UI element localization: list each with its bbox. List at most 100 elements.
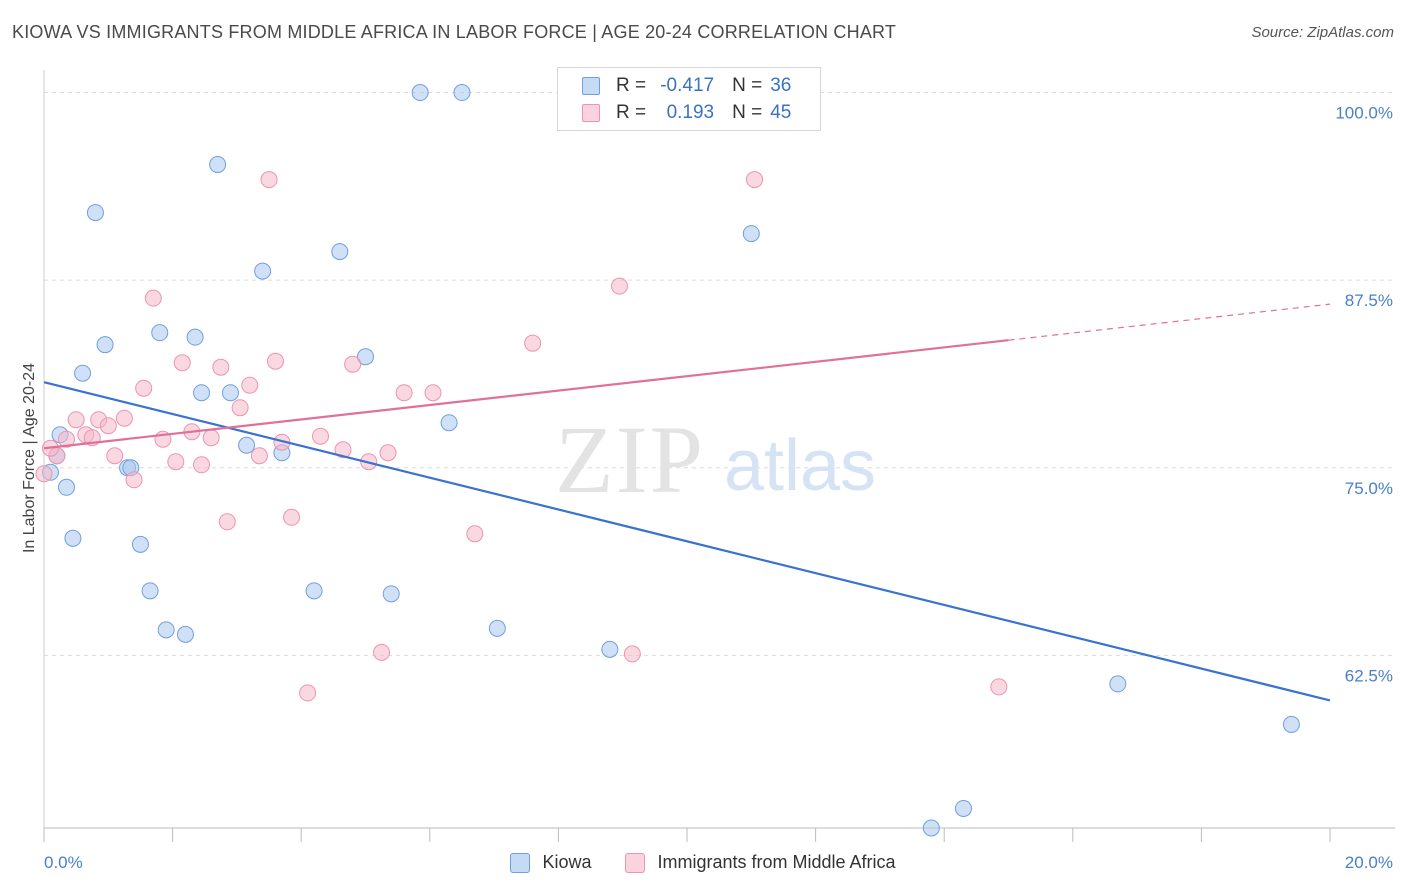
middle-africa-point (173, 354, 191, 372)
legend-row-kiowa: R = -0.417 N = 36 (582, 73, 791, 99)
series-label-middle-africa: Immigrants from Middle Africa (657, 852, 896, 872)
kiowa-point (954, 799, 972, 817)
axes: 62.5% 75.0% 87.5% 100.0% 0.0% 20.0% (43, 70, 1395, 872)
middle-africa-point (746, 171, 764, 189)
kiowa-trend-line (43, 381, 1331, 702)
kiowa-point (193, 384, 211, 402)
kiowa-point (151, 324, 169, 342)
kiowa-point (453, 84, 471, 102)
middle-africa-point (202, 429, 220, 447)
series-legend: Kiowa Immigrants from Middle Africa (0, 852, 1406, 873)
middle-africa-point (990, 678, 1008, 696)
kiowa-point (58, 478, 76, 496)
kiowa-point (411, 84, 429, 102)
legend-n-value: 36 (770, 75, 792, 96)
middle-africa-point (218, 513, 236, 531)
middle-africa-point (466, 525, 484, 543)
chart-title: KIOWA VS IMMIGRANTS FROM MIDDLE AFRICA I… (12, 22, 897, 42)
legend-r-value: -0.417 (660, 75, 715, 96)
kiowa-point (1282, 715, 1300, 733)
y-tick-label: 87.5% (1345, 291, 1393, 310)
middle-africa-point (424, 384, 442, 402)
legend-swatch-middle-africa (582, 104, 600, 122)
watermark: ZIP atlas (555, 406, 876, 513)
legend-r-value: 0.193 (666, 102, 715, 123)
y-axis-label: In Labor Force | Age 20-24 (21, 363, 38, 553)
kiowa-point (64, 529, 82, 547)
kiowa-point (742, 225, 760, 243)
kiowa-point (131, 535, 149, 553)
kiowa-point (186, 328, 204, 346)
series-swatch-kiowa (510, 852, 531, 873)
kiowa-point (1109, 675, 1127, 693)
middle-africa-point (524, 334, 542, 352)
middle-africa-point (144, 289, 162, 307)
middle-africa-point (193, 456, 211, 474)
legend-row-middle-africa: R = 0.193 N = 45 (582, 100, 791, 126)
middle-africa-point (231, 399, 249, 417)
middle-africa-point (311, 427, 329, 445)
middle-africa-point (395, 384, 413, 402)
kiowa-point (922, 819, 940, 837)
kiowa-point (488, 619, 506, 637)
kiowa-point (254, 262, 272, 280)
middle-africa-point (334, 441, 352, 459)
middle-africa-point (67, 411, 85, 429)
middle-africa-point (250, 447, 268, 465)
kiowa-point (305, 582, 323, 600)
middle-africa-point (212, 358, 230, 376)
legend-r-label: R = (616, 102, 647, 123)
legend-r-label: R = (616, 75, 647, 96)
middle-africa-point (344, 355, 362, 373)
middle-africa-point (167, 453, 185, 471)
kiowa-point (221, 384, 239, 402)
y-tick-label: 75.0% (1345, 479, 1393, 498)
middle-africa-trend-line (43, 339, 1009, 450)
series-legend-middle-africa: Immigrants from Middle Africa (625, 852, 896, 873)
middle-africa-point (115, 409, 133, 427)
watermark-atlas: atlas (724, 426, 876, 506)
middle-africa-point (623, 645, 641, 663)
source-label: Source: ZipAtlas.com (1251, 24, 1394, 41)
middle-africa-point (125, 471, 143, 489)
middle-africa-point (610, 277, 628, 295)
middle-africa-point (106, 447, 124, 465)
middle-africa-point (373, 643, 391, 661)
legend-n-label: N = (732, 75, 763, 96)
kiowa-point (238, 436, 256, 454)
kiowa-point (96, 336, 114, 354)
kiowa-point (141, 582, 159, 600)
middle-africa-trend-extension (1008, 303, 1331, 341)
x-tick-label: 20.0% (1345, 853, 1393, 872)
kiowa-point (331, 243, 349, 261)
kiowa-point (157, 621, 175, 639)
legend-n-value: 45 (770, 102, 792, 123)
middle-africa-point (99, 417, 117, 435)
middle-africa-point (266, 352, 284, 370)
kiowa-point (176, 625, 194, 643)
kiowa-point (601, 640, 619, 658)
series-swatch-middle-africa (625, 852, 646, 873)
middle-africa-point (299, 684, 317, 702)
legend-n-label: N = (732, 102, 763, 123)
middle-africa-point (283, 508, 301, 526)
middle-africa-point (35, 465, 53, 483)
kiowa-point (440, 414, 458, 432)
data-points (35, 84, 1300, 837)
middle-africa-point (241, 376, 259, 394)
grid (44, 92, 1395, 656)
middle-africa-point (260, 171, 278, 189)
trend-lines (43, 303, 1331, 702)
kiowa-point (86, 204, 104, 222)
correlation-legend: R = -0.417 N = 36 R = 0.193 N = 45 (557, 67, 821, 131)
kiowa-point (74, 364, 92, 382)
middle-africa-point (379, 444, 397, 462)
middle-africa-point (135, 379, 153, 397)
legend-swatch-kiowa (582, 77, 600, 95)
middle-africa-point (58, 430, 76, 448)
watermark-zip: ZIP (555, 406, 705, 513)
y-tick-label: 62.5% (1345, 666, 1393, 685)
kiowa-point (357, 348, 374, 366)
y-tick-label: 100.0% (1335, 104, 1393, 123)
